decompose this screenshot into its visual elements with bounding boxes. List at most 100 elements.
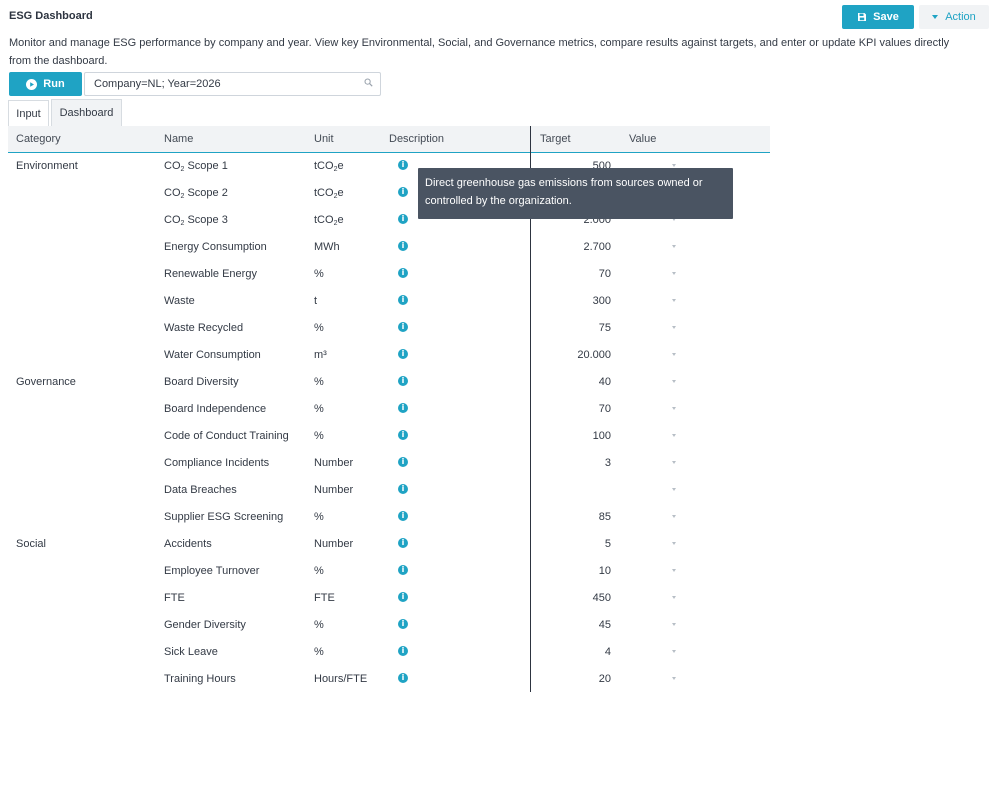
caret-down-icon[interactable] bbox=[672, 407, 676, 410]
table-row: Gender Diversity% i 45 bbox=[8, 612, 770, 639]
action-button-label: Action bbox=[945, 11, 976, 23]
caret-down-icon[interactable] bbox=[672, 434, 676, 437]
description-cell: i bbox=[398, 457, 408, 468]
name-text: Board Independence bbox=[164, 403, 267, 415]
target-cell: 450 bbox=[592, 592, 611, 604]
info-circle-icon[interactable]: i bbox=[398, 646, 408, 656]
caret-down-icon[interactable] bbox=[672, 515, 676, 518]
description-cell: i bbox=[398, 214, 408, 225]
unit-cell: MWh bbox=[314, 234, 340, 261]
info-circle-icon[interactable]: i bbox=[398, 403, 408, 413]
name-cell: Gender Diversity bbox=[164, 612, 246, 639]
target-cell: 70 bbox=[598, 403, 611, 415]
table-row: Employee Turnover% i 10 bbox=[8, 558, 770, 585]
info-circle-icon[interactable]: i bbox=[398, 592, 408, 602]
info-circle-icon[interactable]: i bbox=[398, 619, 408, 629]
caret-down-icon[interactable] bbox=[672, 326, 676, 329]
caret-down-icon[interactable] bbox=[672, 218, 676, 221]
save-button[interactable]: Save bbox=[842, 5, 914, 29]
description-cell: i bbox=[398, 592, 408, 603]
name-cell: Waste bbox=[164, 288, 195, 315]
unit-cell: t bbox=[314, 288, 317, 315]
description-cell: i bbox=[398, 403, 408, 414]
description-cell: i bbox=[398, 241, 408, 252]
target-cell: 3 bbox=[604, 457, 611, 469]
info-circle-icon[interactable]: i bbox=[398, 268, 408, 278]
info-circle-icon[interactable]: i bbox=[398, 187, 408, 197]
tab-input[interactable]: Input bbox=[8, 100, 49, 126]
caret-down-icon[interactable] bbox=[672, 380, 676, 383]
name-cell: Energy Consumption bbox=[164, 234, 267, 261]
name-text: Renewable Energy bbox=[164, 268, 257, 280]
caret-down-icon[interactable] bbox=[672, 569, 676, 572]
info-circle-icon[interactable]: i bbox=[398, 322, 408, 332]
info-circle-icon[interactable]: i bbox=[398, 673, 408, 683]
magnifier-icon[interactable] bbox=[364, 78, 373, 87]
name-cell: FTE bbox=[164, 585, 185, 612]
name-cell: CO2 Scope 3 bbox=[164, 207, 228, 234]
unit-cell: % bbox=[314, 315, 324, 342]
column-header-target[interactable]: Target bbox=[540, 133, 571, 145]
caret-down-icon[interactable] bbox=[672, 596, 676, 599]
table-row: Sick Leave% i 4 bbox=[8, 639, 770, 666]
info-circle-icon[interactable]: i bbox=[398, 241, 408, 251]
info-circle-icon[interactable]: i bbox=[398, 511, 408, 521]
page-title: ESG Dashboard bbox=[9, 10, 93, 22]
target-cell bbox=[531, 477, 611, 504]
unit-text: % bbox=[314, 403, 324, 415]
name-text: Data Breaches bbox=[164, 484, 237, 496]
caret-down-icon[interactable] bbox=[672, 542, 676, 545]
caret-down-icon[interactable] bbox=[672, 245, 676, 248]
name-cell: Water Consumption bbox=[164, 342, 261, 369]
target-cell: 45 bbox=[598, 619, 611, 631]
column-header-category[interactable]: Category bbox=[16, 133, 61, 145]
info-circle-icon[interactable]: i bbox=[398, 484, 408, 494]
name-text: Accidents bbox=[164, 538, 212, 550]
filter-input[interactable] bbox=[85, 73, 355, 95]
info-circle-icon[interactable]: i bbox=[398, 214, 408, 224]
unit-cell: FTE bbox=[314, 585, 335, 612]
info-circle-icon[interactable]: i bbox=[398, 376, 408, 386]
description-cell: i bbox=[398, 673, 408, 684]
run-button[interactable]: Run bbox=[9, 72, 82, 96]
caret-down-icon[interactable] bbox=[672, 623, 676, 626]
caret-down-icon[interactable] bbox=[672, 299, 676, 302]
frozen-column-divider bbox=[530, 126, 531, 692]
column-header-unit[interactable]: Unit bbox=[314, 133, 334, 145]
target-cell: 100 bbox=[592, 430, 611, 442]
caret-down-icon[interactable] bbox=[672, 164, 676, 167]
column-header-description[interactable]: Description bbox=[389, 133, 445, 145]
column-header-value[interactable]: Value bbox=[629, 133, 657, 145]
caret-down-icon[interactable] bbox=[672, 353, 676, 356]
unit-text: tCO bbox=[314, 160, 334, 172]
name-cell: Renewable Energy bbox=[164, 261, 257, 288]
caret-down-icon[interactable] bbox=[672, 461, 676, 464]
unit-text: % bbox=[314, 565, 324, 577]
info-circle-icon[interactable]: i bbox=[398, 295, 408, 305]
description-cell: i bbox=[398, 295, 408, 306]
name-cell: Sick Leave bbox=[164, 639, 218, 666]
caret-down-icon[interactable] bbox=[672, 272, 676, 275]
target-cell: 20.000 bbox=[577, 349, 611, 361]
unit-subscript: 2 bbox=[333, 220, 338, 227]
target-cell: 10 bbox=[598, 565, 611, 577]
tab-dashboard[interactable]: Dashboard bbox=[51, 99, 122, 126]
column-header-name[interactable]: Name bbox=[164, 133, 194, 145]
info-circle-icon[interactable]: i bbox=[398, 430, 408, 440]
grid-header: Category Name Unit Description Target Va… bbox=[8, 126, 770, 153]
name-text: Board Diversity bbox=[164, 376, 239, 388]
caret-down-icon[interactable] bbox=[672, 677, 676, 680]
table-row: Compliance Incidents Number i 3 bbox=[8, 450, 770, 477]
caret-down-icon[interactable] bbox=[672, 488, 676, 491]
target-cell: 2.700 bbox=[583, 241, 611, 253]
info-circle-icon[interactable]: i bbox=[398, 565, 408, 575]
info-circle-icon[interactable]: i bbox=[398, 538, 408, 548]
info-circle-icon[interactable]: i bbox=[398, 349, 408, 359]
caret-down-icon[interactable] bbox=[672, 650, 676, 653]
unit-subscript: 2 bbox=[333, 193, 338, 200]
unit-cell: % bbox=[314, 504, 324, 531]
info-circle-icon[interactable]: i bbox=[398, 160, 408, 170]
action-button[interactable]: Action bbox=[919, 5, 989, 29]
info-circle-icon[interactable]: i bbox=[398, 457, 408, 467]
name-subscript: 2 bbox=[180, 193, 185, 200]
